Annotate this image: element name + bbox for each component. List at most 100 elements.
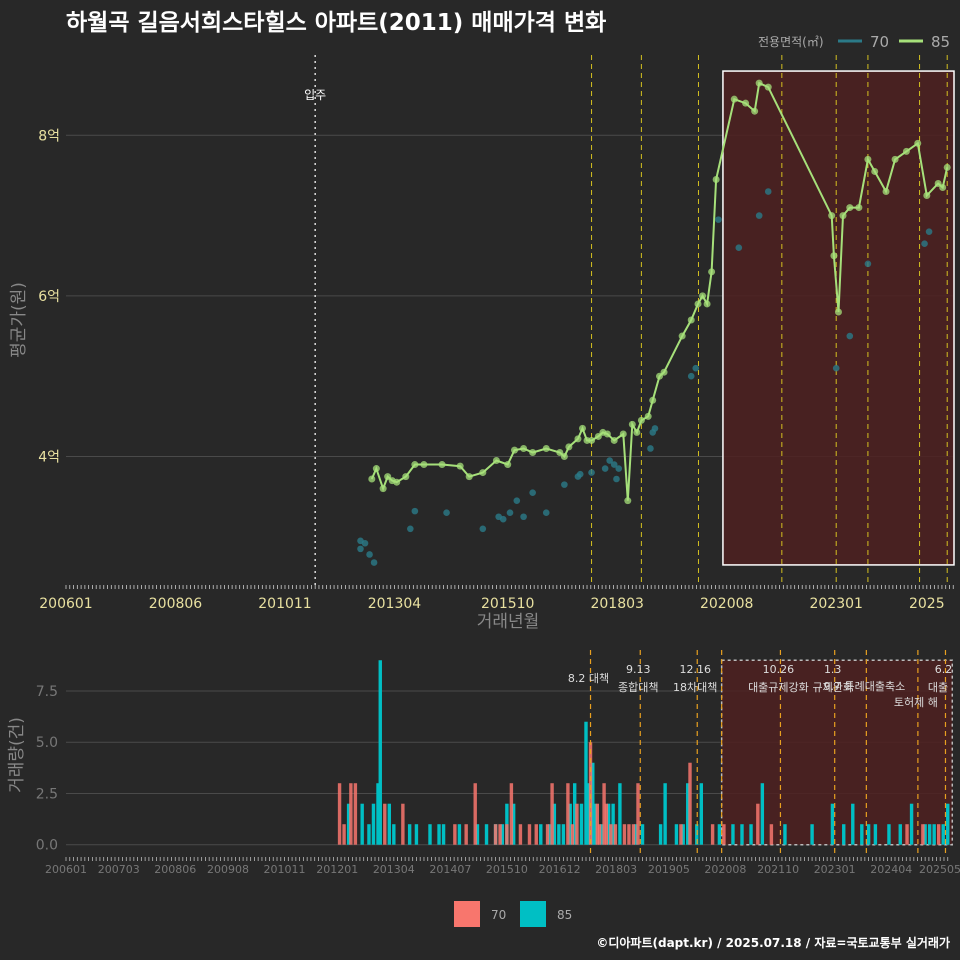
bar-85-59 xyxy=(898,824,902,845)
bar-85-62 xyxy=(927,824,932,845)
series-70-point-23 xyxy=(613,475,620,483)
bar-85-2 xyxy=(367,824,371,845)
bar-85-21 xyxy=(548,824,552,845)
series-85-point-26 xyxy=(594,432,602,440)
bar-70-7 xyxy=(464,824,468,845)
bar-x-tick-label-0: 200601 xyxy=(45,863,87,876)
series-85-point-8 xyxy=(420,461,428,469)
series-85-point-13 xyxy=(492,457,500,465)
bar-x-tick-label-13: 202110 xyxy=(757,863,799,876)
bar-70-34 xyxy=(710,824,715,845)
series-85-point-62 xyxy=(914,139,922,147)
series-85-point-18 xyxy=(542,444,550,452)
series-70-point-2 xyxy=(361,539,369,547)
bar-85-19 xyxy=(511,803,516,845)
bar-70-38 xyxy=(905,824,909,845)
series-85-point-66 xyxy=(943,163,951,171)
bar-85-33 xyxy=(606,803,611,845)
bar-85-63 xyxy=(932,824,936,845)
bar-85-27 xyxy=(579,803,584,845)
bar-x-tick-label-12: 202008 xyxy=(704,863,746,876)
bar-70-3 xyxy=(353,783,358,845)
bar-85-52 xyxy=(830,803,835,845)
series-85-point-32 xyxy=(628,420,636,428)
series-85-point-20 xyxy=(560,453,568,461)
bar-85-53 xyxy=(842,824,846,845)
series-70-point-29 xyxy=(692,364,700,372)
bar-70-8 xyxy=(473,783,477,845)
legend-85-label: 85 xyxy=(931,33,950,51)
policy-event-name-8: 대출 xyxy=(928,681,948,694)
series-85-point-35 xyxy=(644,412,652,420)
bar-85-57 xyxy=(873,824,878,845)
bar-85-61 xyxy=(923,824,927,845)
series-70-point-11 xyxy=(506,509,514,517)
bar-85-38 xyxy=(658,824,663,845)
bar-85-23 xyxy=(557,824,561,845)
bar-85-48 xyxy=(749,824,753,845)
series-85-point-34 xyxy=(637,416,645,424)
top-legend: 전용면적(㎡) 70 85 xyxy=(758,33,950,51)
legend-85-bar-label: 85 xyxy=(557,908,572,922)
bar-85-64 xyxy=(941,824,945,845)
series-70-point-34 xyxy=(832,364,840,372)
bar-70-22 xyxy=(595,803,600,845)
bar-x-tick-label-2: 200806 xyxy=(154,863,196,876)
series-85-point-29 xyxy=(610,436,618,444)
bar-70-13 xyxy=(518,824,523,845)
bar-85-39 xyxy=(663,783,667,845)
series-70-point-8 xyxy=(479,525,487,533)
bar-85-31 xyxy=(593,803,597,845)
y-tick-label-2: 8억 xyxy=(38,128,60,144)
bar-y-tick-label-2: 5.0 xyxy=(36,735,58,751)
bar-85-7 xyxy=(392,824,396,845)
series-85-point-51 xyxy=(828,212,836,220)
series-85-point-12 xyxy=(479,469,487,477)
bar-85-26 xyxy=(572,783,577,845)
policy-event-name-7: 토허제 해 xyxy=(894,695,938,709)
bar-85-41 xyxy=(681,824,685,845)
series-70-point-38 xyxy=(925,228,933,235)
bar-85-3 xyxy=(371,803,376,845)
policy-event-name-4: 대출규제강화 xyxy=(748,681,809,694)
bar-70-26 xyxy=(609,824,613,845)
bar-70-39 xyxy=(921,824,925,845)
series-85-point-61 xyxy=(902,147,910,155)
series-70-point-35 xyxy=(846,332,854,340)
series-85-point-49 xyxy=(755,79,763,87)
series-70-point-1 xyxy=(357,545,364,553)
credit-text: ©디아파트(dapt.kr) / 2025.07.18 / 자료=국토교통부 실… xyxy=(596,935,950,950)
bar-70-21 xyxy=(588,742,593,845)
bar-70-24 xyxy=(602,783,606,845)
series-70-point-5 xyxy=(407,525,414,533)
bar-85-47 xyxy=(740,824,744,845)
bar-70-27 xyxy=(613,824,618,845)
x-tick-label-5: 201803 xyxy=(590,596,643,612)
bar-85-29 xyxy=(586,783,590,845)
policy-event-date-8: 6.2 xyxy=(935,663,953,676)
bar-70-32 xyxy=(679,824,683,845)
bar-70-14 xyxy=(527,824,532,845)
series-85-point-48 xyxy=(751,107,759,115)
series-85-point-43 xyxy=(703,300,711,308)
x-tick-label-7: 202301 xyxy=(809,596,862,612)
series-70-point-15 xyxy=(542,509,550,517)
volume-chart-panel: 0.0 2.5 5.0 7.5 8.2 대책 9.13 종합대책 12.16 18차대책 10.2… xyxy=(7,650,960,876)
bar-85-46 xyxy=(731,824,735,845)
bar-85-51 xyxy=(810,824,814,845)
bar-85-14 xyxy=(475,824,480,845)
series-70-point-4 xyxy=(370,559,378,566)
series-85-point-31 xyxy=(624,497,632,505)
bar-85-1 xyxy=(360,803,364,845)
bar-x-tick-label-15: 202404 xyxy=(870,863,912,876)
series-85-point-45 xyxy=(712,175,720,183)
series-85-point-46 xyxy=(730,95,738,103)
series-85-point-63 xyxy=(923,192,931,200)
bar-85-15 xyxy=(484,824,489,845)
x-tick-label-3: 201304 xyxy=(368,596,422,612)
bar-x-tick-label-1: 200703 xyxy=(98,863,140,876)
bar-85-0 xyxy=(346,803,351,845)
bar-85-44 xyxy=(699,783,704,845)
series-85-point-5 xyxy=(393,478,401,486)
bar-70-9 xyxy=(493,824,498,845)
